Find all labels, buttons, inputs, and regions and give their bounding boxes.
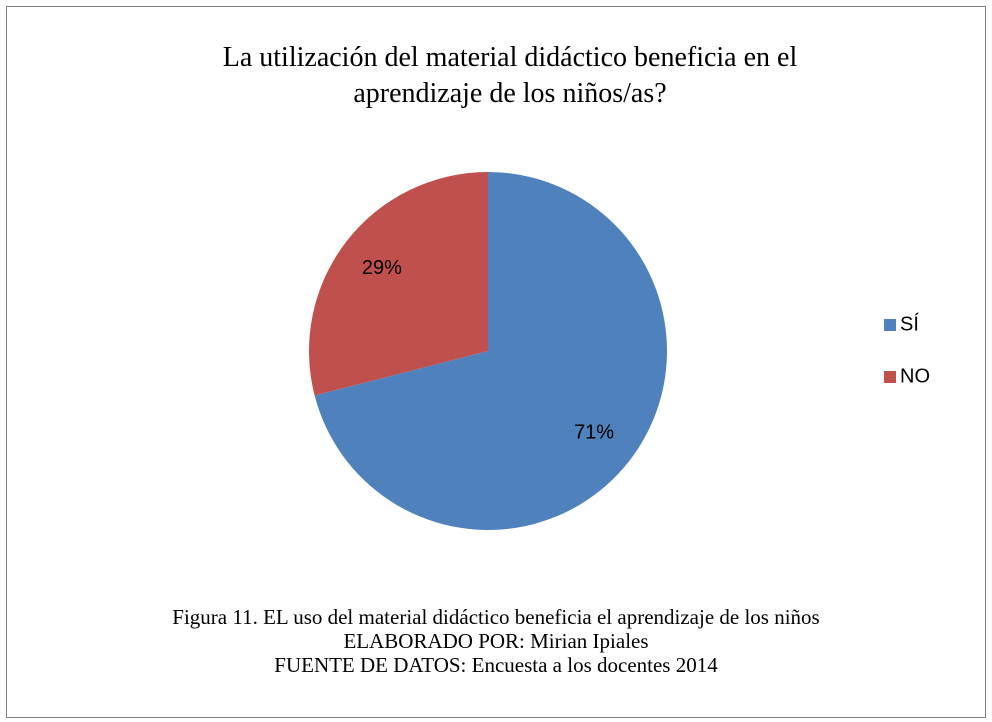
- chart-title: La utilización del material didáctico be…: [222, 42, 798, 109]
- chart-frame: [6, 6, 986, 718]
- data-label: 29%: [362, 257, 402, 279]
- pie-slice: [309, 172, 488, 396]
- data-label: 71%: [574, 422, 614, 444]
- caption-line: Figura 11. EL uso del material didáctico…: [172, 605, 820, 629]
- legend-label: NO: [900, 365, 930, 387]
- caption-line: ELABORADO POR: Mirian Ipiales: [343, 629, 649, 653]
- legend-label: SÍ: [900, 312, 919, 335]
- legend-swatch: [884, 371, 896, 383]
- caption-line: FUENTE DE DATOS: Encuesta a los docentes…: [274, 653, 718, 677]
- legend-swatch: [884, 319, 896, 331]
- pie-slice: [314, 172, 667, 530]
